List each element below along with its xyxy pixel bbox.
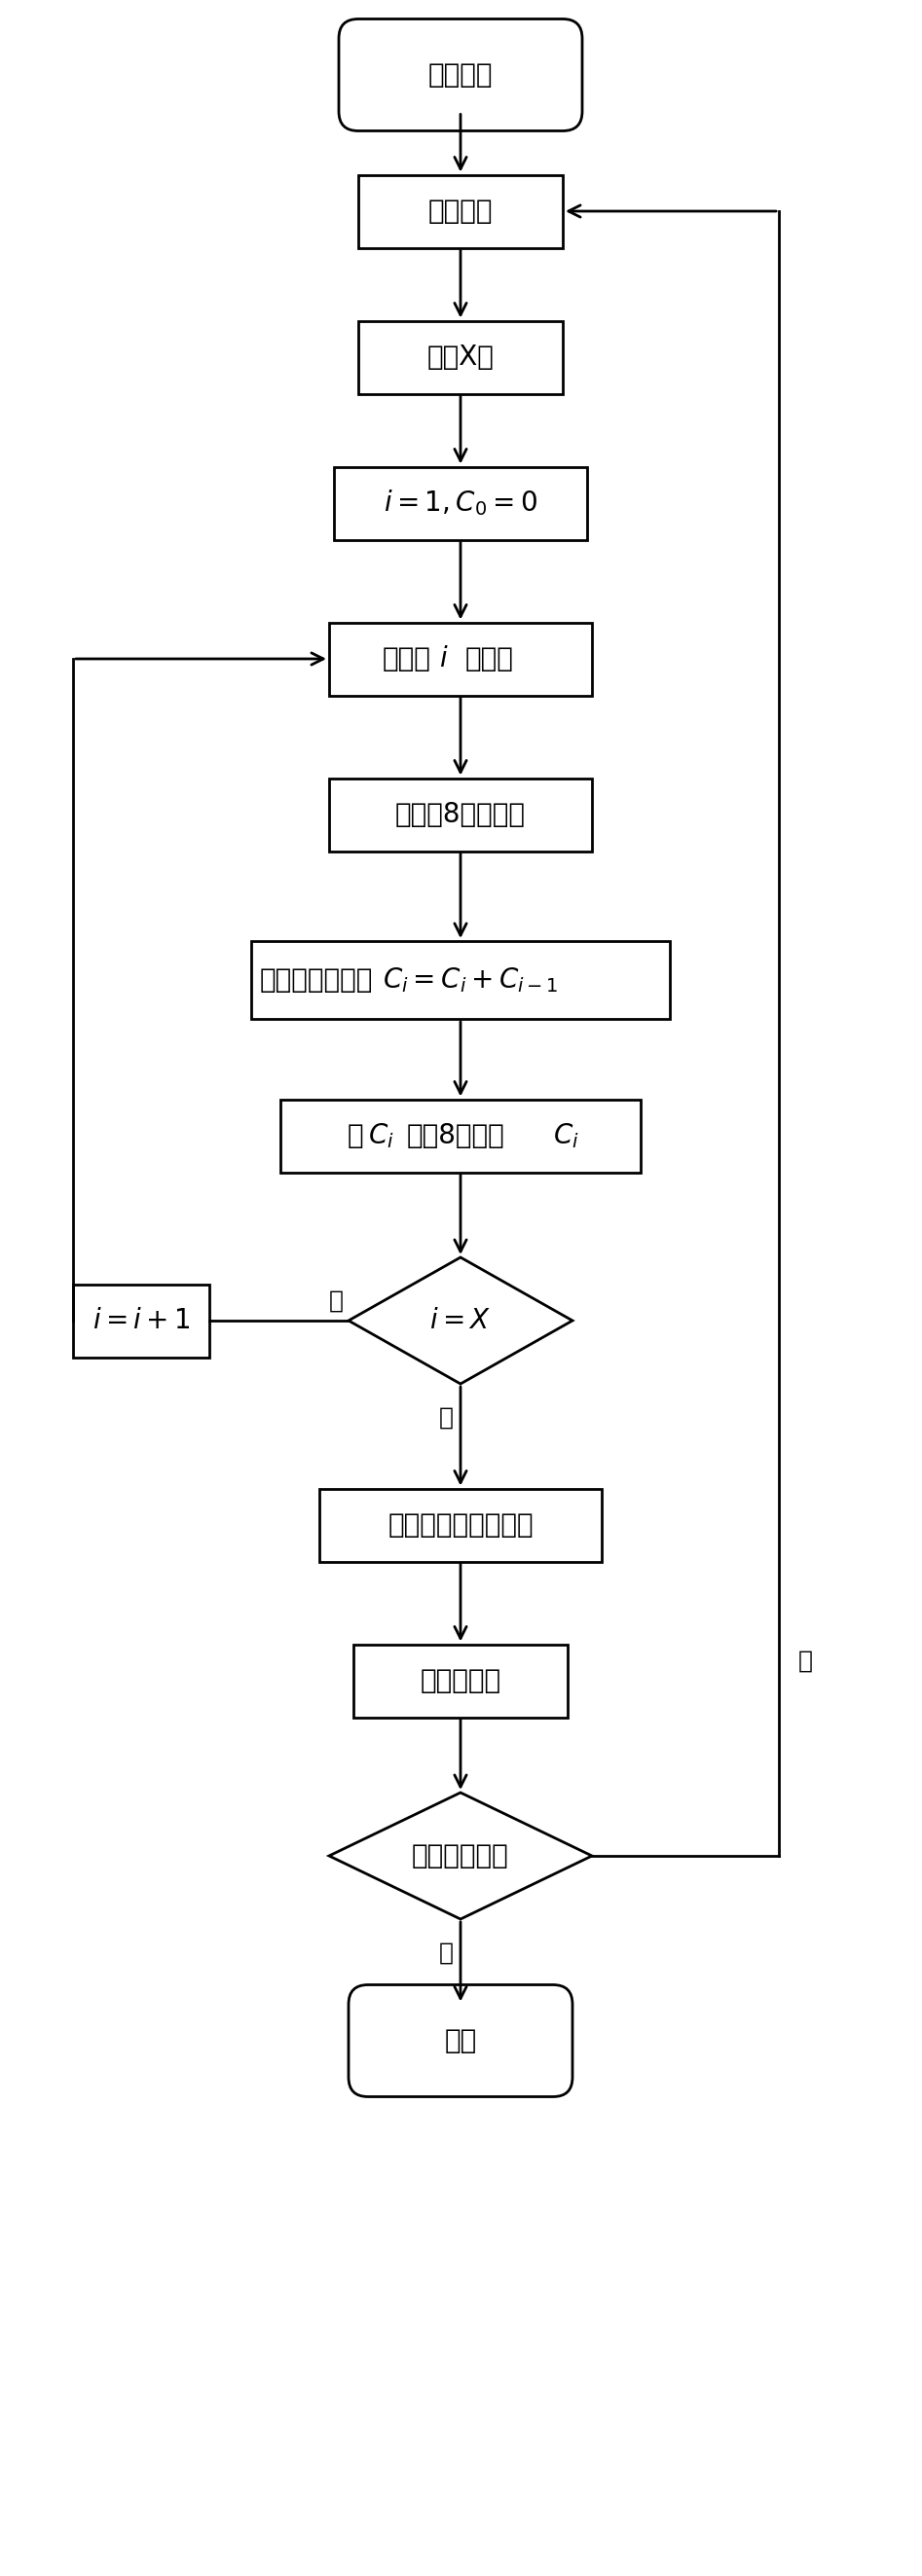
Text: 取: 取 <box>347 1123 363 1149</box>
FancyBboxPatch shape <box>338 18 582 131</box>
Text: 转换成8字节数组: 转换成8字节数组 <box>396 801 526 827</box>
Text: $C_i$: $C_i$ <box>553 1121 579 1151</box>
Text: 数据发送结束: 数据发送结束 <box>412 1842 509 1870</box>
Bar <box>353 1643 568 1718</box>
Text: $i$: $i$ <box>439 644 448 672</box>
Text: 的低8位赋给: 的低8位赋给 <box>407 1123 505 1149</box>
Text: 否: 否 <box>329 1291 344 1314</box>
Text: $i = i+1$: $i = i+1$ <box>92 1306 190 1334</box>
Text: 是: 是 <box>439 1406 454 1430</box>
Bar <box>73 1283 209 1358</box>
Bar <box>359 319 562 394</box>
Text: 组装第: 组装第 <box>383 644 431 672</box>
Text: 程序开始: 程序开始 <box>428 62 493 88</box>
Text: 发送该数据: 发送该数据 <box>420 1667 501 1695</box>
Bar <box>319 1489 602 1561</box>
Text: $i = X$: $i = X$ <box>430 1306 491 1334</box>
Bar <box>334 466 587 538</box>
Text: 分为X组: 分为X组 <box>427 343 494 371</box>
Text: $i=1, C_0=0$: $i=1, C_0=0$ <box>384 487 538 518</box>
Polygon shape <box>329 1793 592 1919</box>
Polygon shape <box>349 1257 573 1383</box>
Bar <box>329 778 592 850</box>
Text: 否: 否 <box>798 1649 813 1672</box>
Text: 计算该组校验和: 计算该组校验和 <box>260 966 372 994</box>
Text: 采集数据: 采集数据 <box>428 198 493 224</box>
Bar <box>329 623 592 696</box>
Bar <box>251 940 670 1020</box>
Text: 结束: 结束 <box>444 2027 477 2056</box>
Text: 组数据: 组数据 <box>466 644 514 672</box>
Text: $C_i = C_i + C_{i-1}$: $C_i = C_i + C_{i-1}$ <box>383 966 559 994</box>
Text: $C_i$: $C_i$ <box>368 1121 394 1151</box>
FancyBboxPatch shape <box>349 1984 573 2097</box>
Text: 是: 是 <box>439 1942 454 1965</box>
Bar <box>359 175 562 247</box>
Text: 组成一帧完整的数据: 组成一帧完整的数据 <box>387 1512 533 1538</box>
Bar <box>280 1100 641 1172</box>
